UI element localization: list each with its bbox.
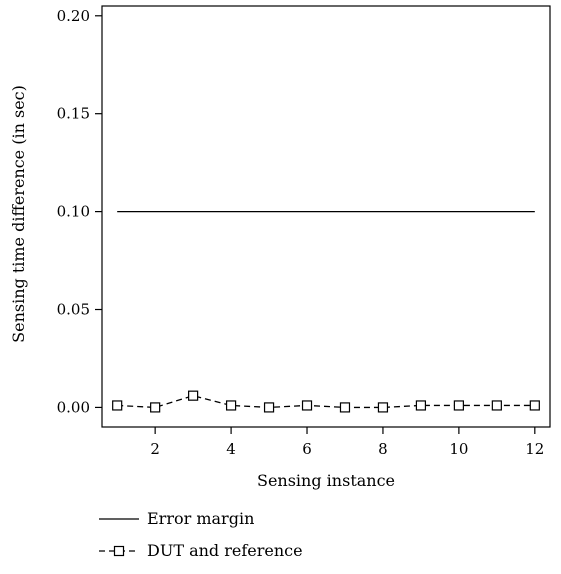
- data-point-marker: [263, 402, 275, 413]
- x-tick-label: 6: [302, 440, 312, 458]
- x-tick-label: 8: [378, 440, 388, 458]
- plot-frame: [101, 5, 551, 428]
- data-point-marker: [491, 400, 502, 411]
- data-point-marker: [415, 400, 427, 411]
- y-axis-label: Sensing time difference (in sec): [9, 85, 28, 343]
- y-tick-label: 0.05: [57, 301, 90, 319]
- legend-marker: [113, 545, 125, 557]
- x-tick-label: 4: [226, 440, 236, 458]
- data-point-marker: [188, 390, 199, 401]
- y-tick-label: 0.10: [57, 203, 90, 221]
- legend-label: Error margin: [147, 509, 254, 528]
- series-line-dut-reference: [117, 394, 535, 409]
- data-point-marker: [112, 400, 123, 411]
- plot-frame-rect: [101, 5, 551, 428]
- data-point-marker: [453, 400, 464, 411]
- y-axis-ticks: 0.00 0.05 0.10 0.15 0.20: [57, 7, 102, 416]
- y-tick-label: 0.00: [57, 398, 90, 416]
- legend-label: DUT and reference: [147, 541, 303, 560]
- y-tick-label: 0.15: [57, 105, 90, 123]
- series-layer: [112, 210, 540, 413]
- legend: Error margin DUT and reference: [99, 509, 303, 560]
- x-axis-label: Sensing instance: [257, 471, 395, 490]
- x-tick-label: 10: [449, 440, 468, 458]
- y-tick-label: 0.20: [57, 7, 90, 25]
- data-point-marker: [225, 400, 237, 411]
- data-point-marker: [339, 402, 351, 413]
- data-point-marker: [529, 400, 540, 411]
- data-point-marker: [150, 402, 161, 413]
- data-point-marker: [301, 400, 313, 411]
- x-tick-label: 12: [525, 440, 544, 458]
- x-axis-ticks: 2 4 6 8 10 12: [150, 427, 544, 458]
- x-tick-label: 2: [150, 440, 160, 458]
- data-point-marker: [377, 402, 389, 413]
